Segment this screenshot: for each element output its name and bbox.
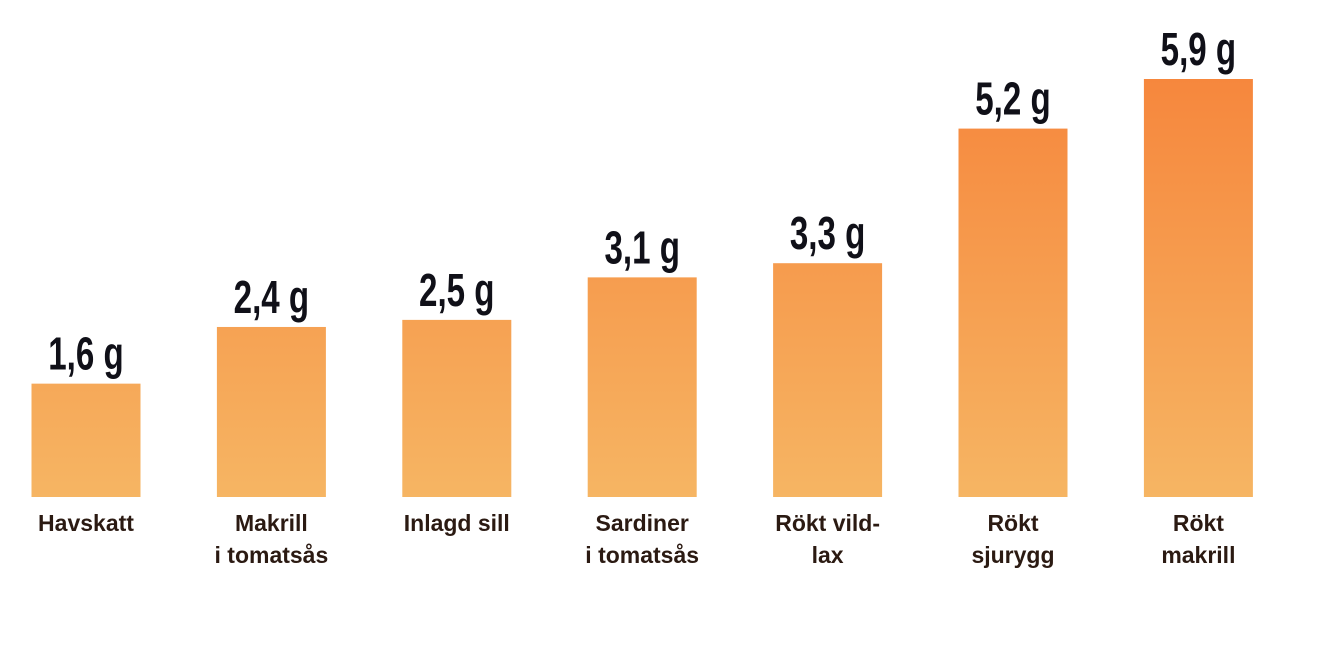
bar <box>958 128 1068 498</box>
value-label: 2,4 g <box>234 273 309 323</box>
value-label: 5,2 g <box>975 74 1050 124</box>
value-label: 3,3 g <box>790 209 865 259</box>
bar <box>31 383 141 497</box>
category-label: Sardiner i tomatsås <box>585 510 700 568</box>
category-label: Havskatt <box>38 510 134 536</box>
bar <box>216 326 326 497</box>
category-label: Inlagd sill <box>403 510 510 536</box>
bar <box>1143 79 1253 497</box>
category-label: Makrill i tomatsås <box>214 510 329 568</box>
bar <box>773 263 883 497</box>
category-label: Rökt makrill <box>1161 510 1236 568</box>
category-label: Rökt vild- lax <box>775 510 880 568</box>
value-label: 3,1 g <box>604 223 679 273</box>
bar <box>402 319 512 497</box>
value-label: 1,6 g <box>48 329 123 379</box>
value-label: 5,9 g <box>1161 25 1236 75</box>
bar <box>587 277 697 497</box>
category-label: Rökt sjurygg <box>971 510 1055 568</box>
value-label: 2,5 g <box>419 266 494 316</box>
